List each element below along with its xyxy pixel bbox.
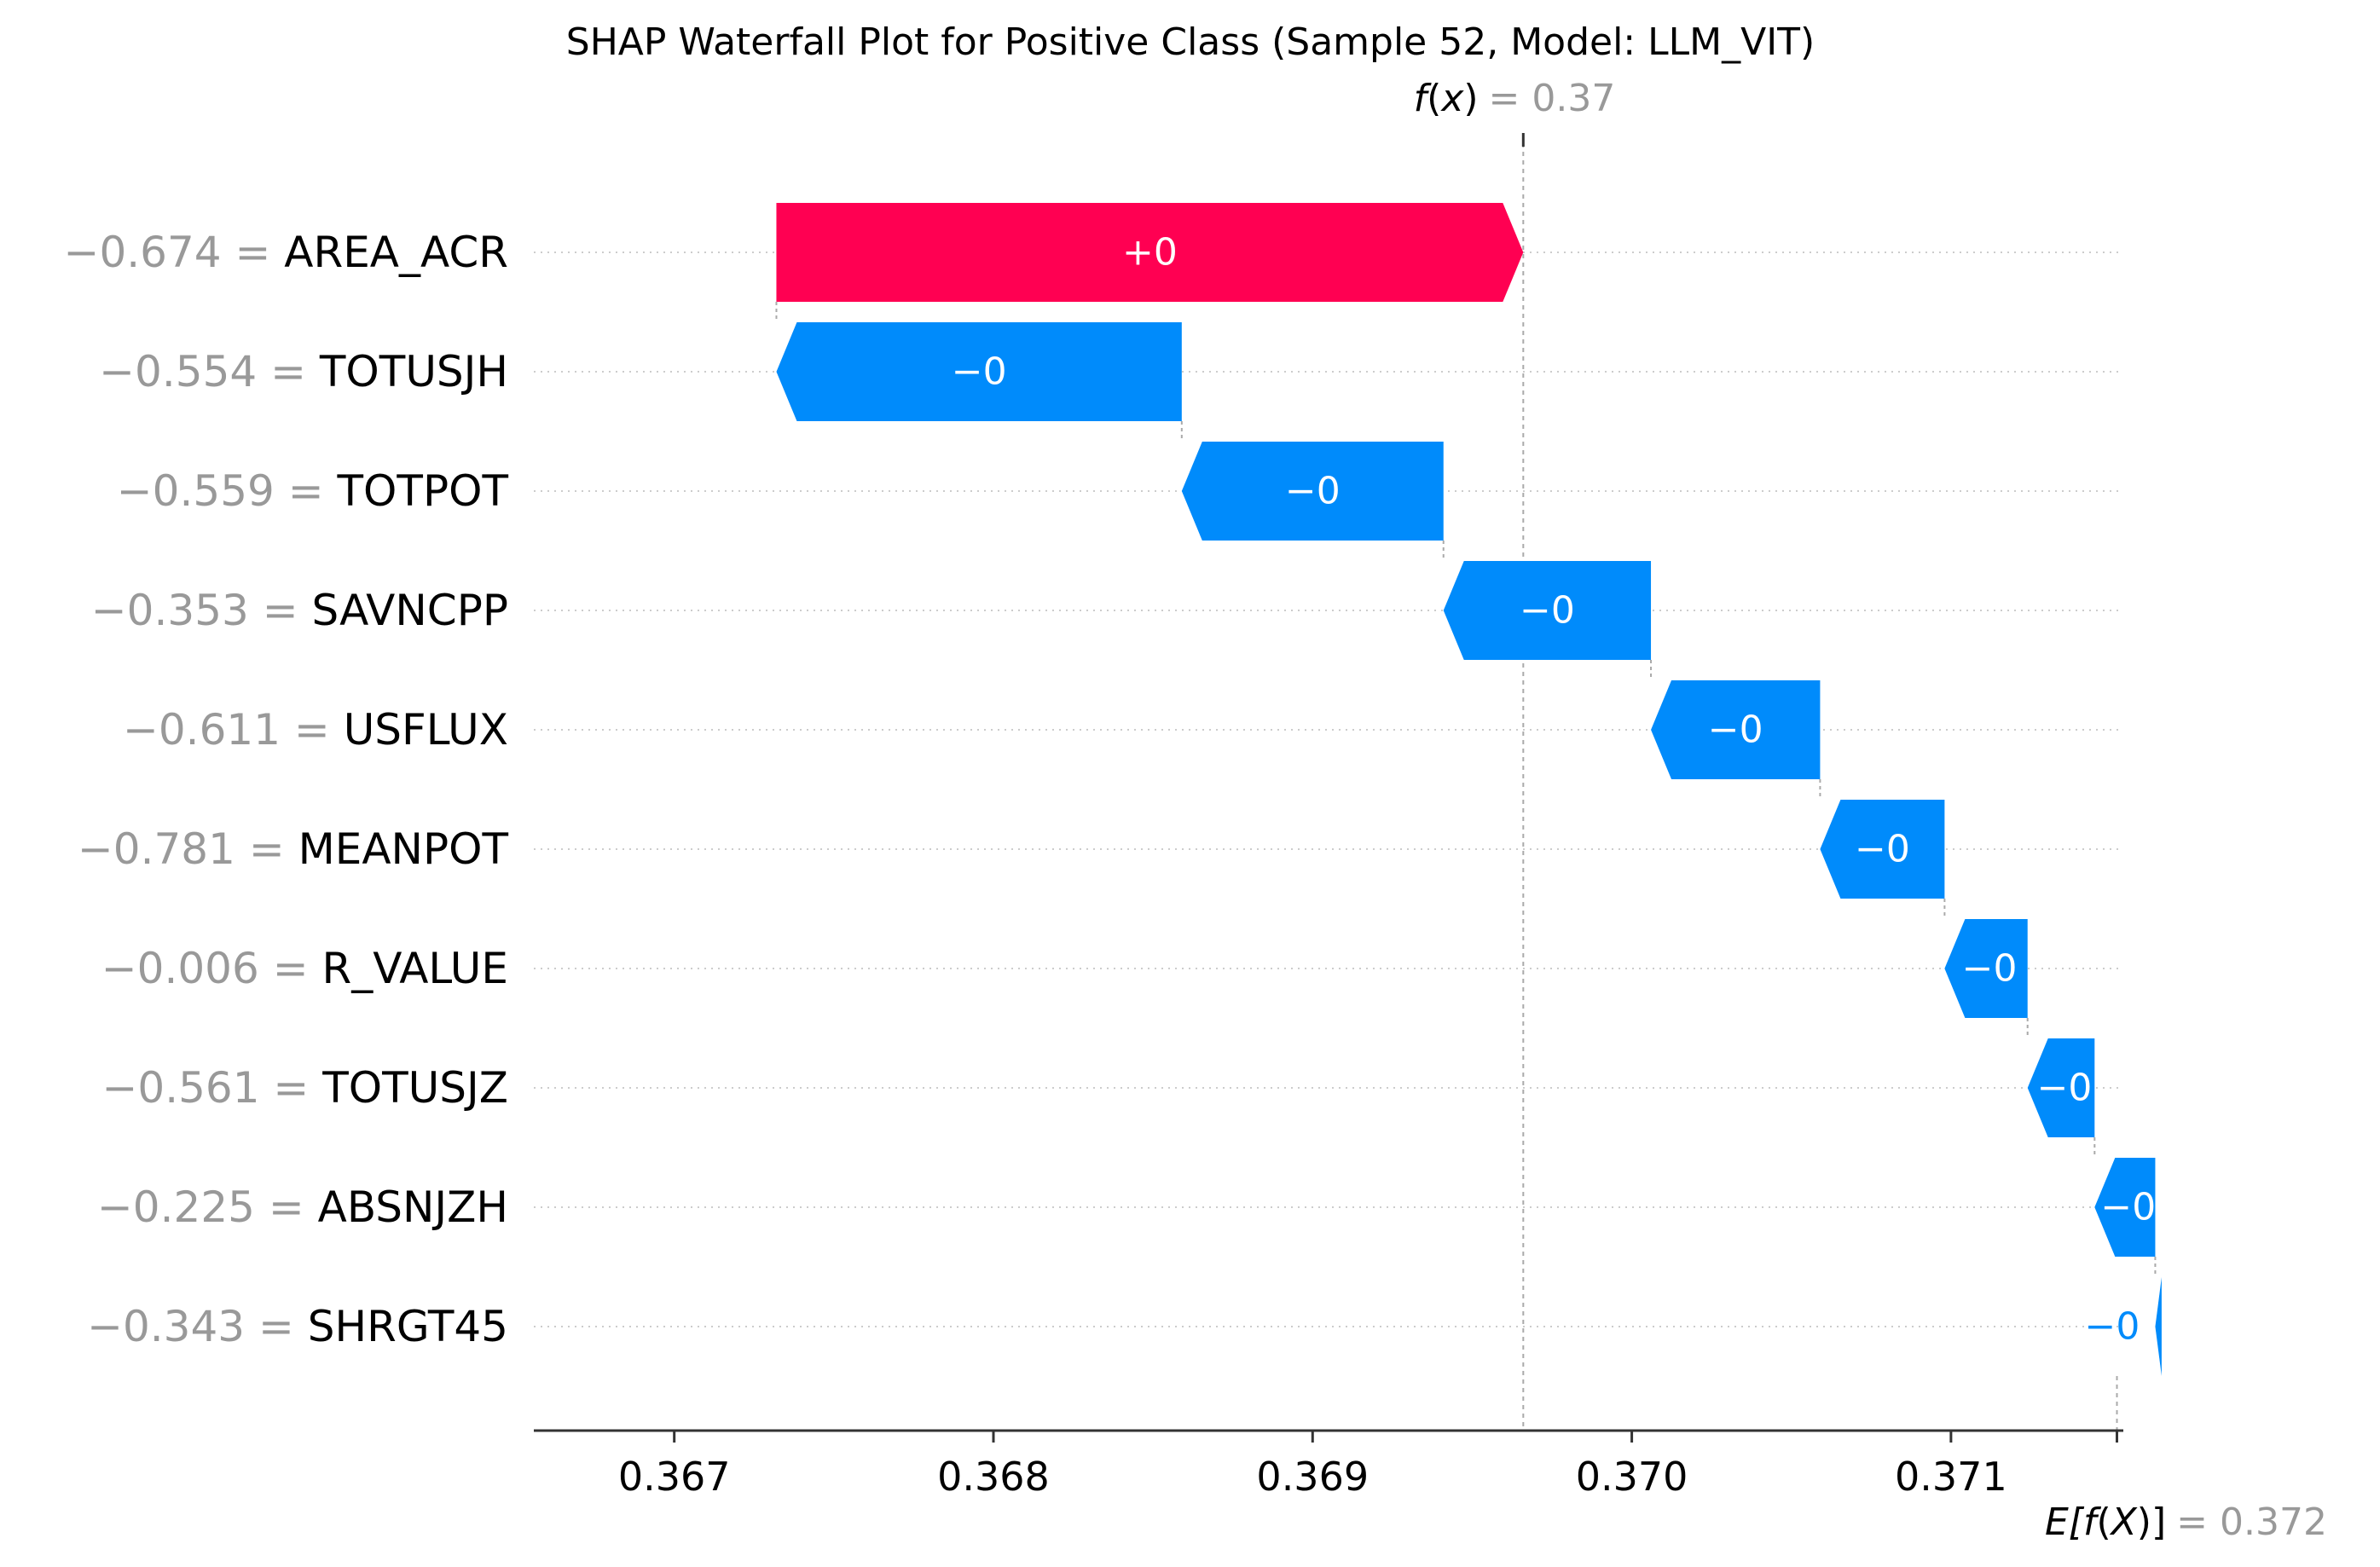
bar-value-label: −0 (2100, 1186, 2156, 1229)
feature-label-usflux: −0.611 = USFLUX (123, 705, 508, 755)
efx-var: X (2110, 1501, 2138, 1544)
fx-var: x (1439, 77, 1464, 120)
x-tick-label: 0.370 (1576, 1454, 1688, 1500)
fx-open-paren: ( (1427, 77, 1441, 120)
bar-value-label: −0 (2037, 1067, 2093, 1110)
x-axis: 0.367 0.368 0.369 0.370 0.371 (534, 1429, 2123, 1500)
feature-label-totpot: −0.559 = TOTPOT (117, 466, 509, 516)
feature-label-r_value: −0.006 = R_VALUE (101, 944, 508, 993)
feature-name: TOTPOT (337, 466, 509, 516)
efx-value: = 0.372 (2176, 1501, 2327, 1544)
feature-label-absnjzh: −0.225 = ABSNJZH (97, 1182, 508, 1232)
bar-shrgt45 (2155, 1277, 2162, 1376)
bars: +0 −0 −0 −0 −0 −0 −0 −0 −0 −0 (776, 203, 2162, 1376)
feature-name: SAVNCPP (312, 586, 509, 635)
bar-value-label: +0 (1122, 231, 1178, 275)
feature-label-totusjh: −0.554 = TOTUSJH (99, 347, 508, 396)
x-tick-label: 0.371 (1895, 1454, 2007, 1500)
bar-totpot (1181, 442, 1444, 541)
feature-name: MEANPOT (298, 824, 509, 874)
feature-name: TOTUSJH (319, 347, 508, 396)
feature-labels: −0.674 = AREA_ACR −0.554 = TOTUSJH −0.559 … (64, 228, 509, 1351)
feature-name: R_VALUE (321, 944, 508, 993)
fx-close-paren: ) (1463, 77, 1478, 120)
feature-value: −0.559 = (117, 466, 338, 516)
x-tick-label: 0.367 (618, 1454, 731, 1500)
bar-value-label: −0 (1285, 470, 1341, 513)
efx-suffix: )] (2137, 1501, 2166, 1544)
feature-name: USFLUX (344, 705, 508, 755)
feature-name: TOTUSJZ (321, 1063, 508, 1113)
feature-label-savncpp: −0.353 = SAVNCPP (91, 586, 508, 635)
feature-label-totusjz: −0.561 = TOTUSJZ (102, 1063, 509, 1113)
feature-value: −0.554 = (99, 347, 320, 396)
bar-value-label: −0 (1708, 708, 1763, 752)
feature-label-shrgt45: −0.343 = SHRGT45 (87, 1302, 508, 1351)
bar-meanpot (1820, 800, 1945, 899)
bar-value-label: −0 (952, 350, 1007, 394)
bar-savncpp (1443, 561, 1652, 660)
x-tick-label: 0.368 (937, 1454, 1050, 1500)
feature-value: −0.353 = (91, 586, 312, 635)
efx-label: E[f(X)] = 0.372 (2045, 1501, 2327, 1544)
feature-label-meanpot: −0.781 = MEANPOT (78, 824, 509, 874)
feature-value: −0.781 = (78, 824, 298, 874)
efx-prefix: E[f (2045, 1501, 2102, 1544)
chart-title: SHAP Waterfall Plot for Positive Class (… (566, 20, 1815, 64)
fx-label: f(x) = 0.37 (1414, 77, 1616, 120)
feature-name: SHRGT45 (308, 1302, 508, 1351)
bar-value-label: −0 (1962, 947, 2018, 991)
feature-value: −0.006 = (101, 944, 322, 993)
feature-value: −0.611 = (123, 705, 344, 755)
feature-value: −0.343 = (87, 1302, 308, 1351)
feature-name: ABSNJZH (318, 1182, 508, 1232)
reference-lines (775, 133, 2157, 1431)
bar-value-label: −0 (1855, 828, 1910, 871)
x-tick-label: 0.369 (1256, 1454, 1369, 1500)
bar-value-label: −0 (2085, 1305, 2140, 1349)
bar-totusjz (2027, 1038, 2095, 1137)
bar-value-label: −0 (1520, 589, 1575, 633)
feature-name: AREA_ACR (284, 228, 508, 277)
feature-value: −0.561 = (102, 1063, 323, 1113)
bar-totusjh (776, 322, 1182, 421)
fx-value: = 0.37 (1489, 77, 1616, 120)
feature-value: −0.225 = (97, 1182, 318, 1232)
bar-usflux (1651, 680, 1821, 779)
grid-layer (534, 252, 2123, 1327)
bar-area_acr (776, 203, 1524, 302)
feature-value: −0.674 = (64, 228, 285, 277)
bar-r_value (1944, 919, 2028, 1018)
feature-label-area_acr: −0.674 = AREA_ACR (64, 228, 508, 277)
bar-absnjzh (2094, 1158, 2156, 1257)
efx-open-paren: ( (2096, 1501, 2111, 1544)
